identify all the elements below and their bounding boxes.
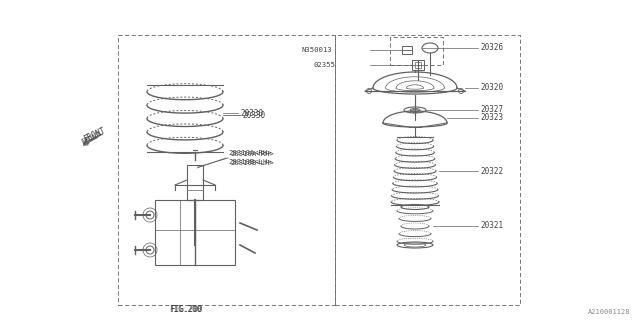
- Text: A210001128: A210001128: [588, 309, 630, 315]
- Bar: [187, 165, 203, 200]
- Bar: [415, 62, 421, 68]
- Text: 20310B<LH>: 20310B<LH>: [228, 159, 272, 165]
- Text: 20327: 20327: [480, 106, 503, 115]
- Text: N350013: N350013: [301, 47, 332, 53]
- Bar: [402, 46, 412, 54]
- Text: 20330: 20330: [242, 110, 265, 119]
- Text: 20323: 20323: [480, 114, 503, 123]
- Text: 20322: 20322: [480, 166, 503, 175]
- Text: 20330: 20330: [240, 108, 263, 117]
- Text: FIG.200: FIG.200: [169, 306, 201, 315]
- Text: 20320: 20320: [480, 84, 503, 92]
- Text: FRONT: FRONT: [83, 126, 108, 144]
- Text: 20310A<RH>: 20310A<RH>: [230, 151, 274, 157]
- Text: FIG.200: FIG.200: [170, 306, 202, 315]
- Bar: [412, 60, 424, 70]
- Bar: [155, 200, 235, 265]
- Text: 20326: 20326: [480, 44, 503, 52]
- Text: 20310A<RH>: 20310A<RH>: [228, 150, 272, 156]
- Text: 02355: 02355: [313, 62, 335, 68]
- Text: FRONT: FRONT: [80, 131, 102, 145]
- Text: 20310B<LH>: 20310B<LH>: [230, 160, 274, 166]
- Text: 20321: 20321: [480, 221, 503, 230]
